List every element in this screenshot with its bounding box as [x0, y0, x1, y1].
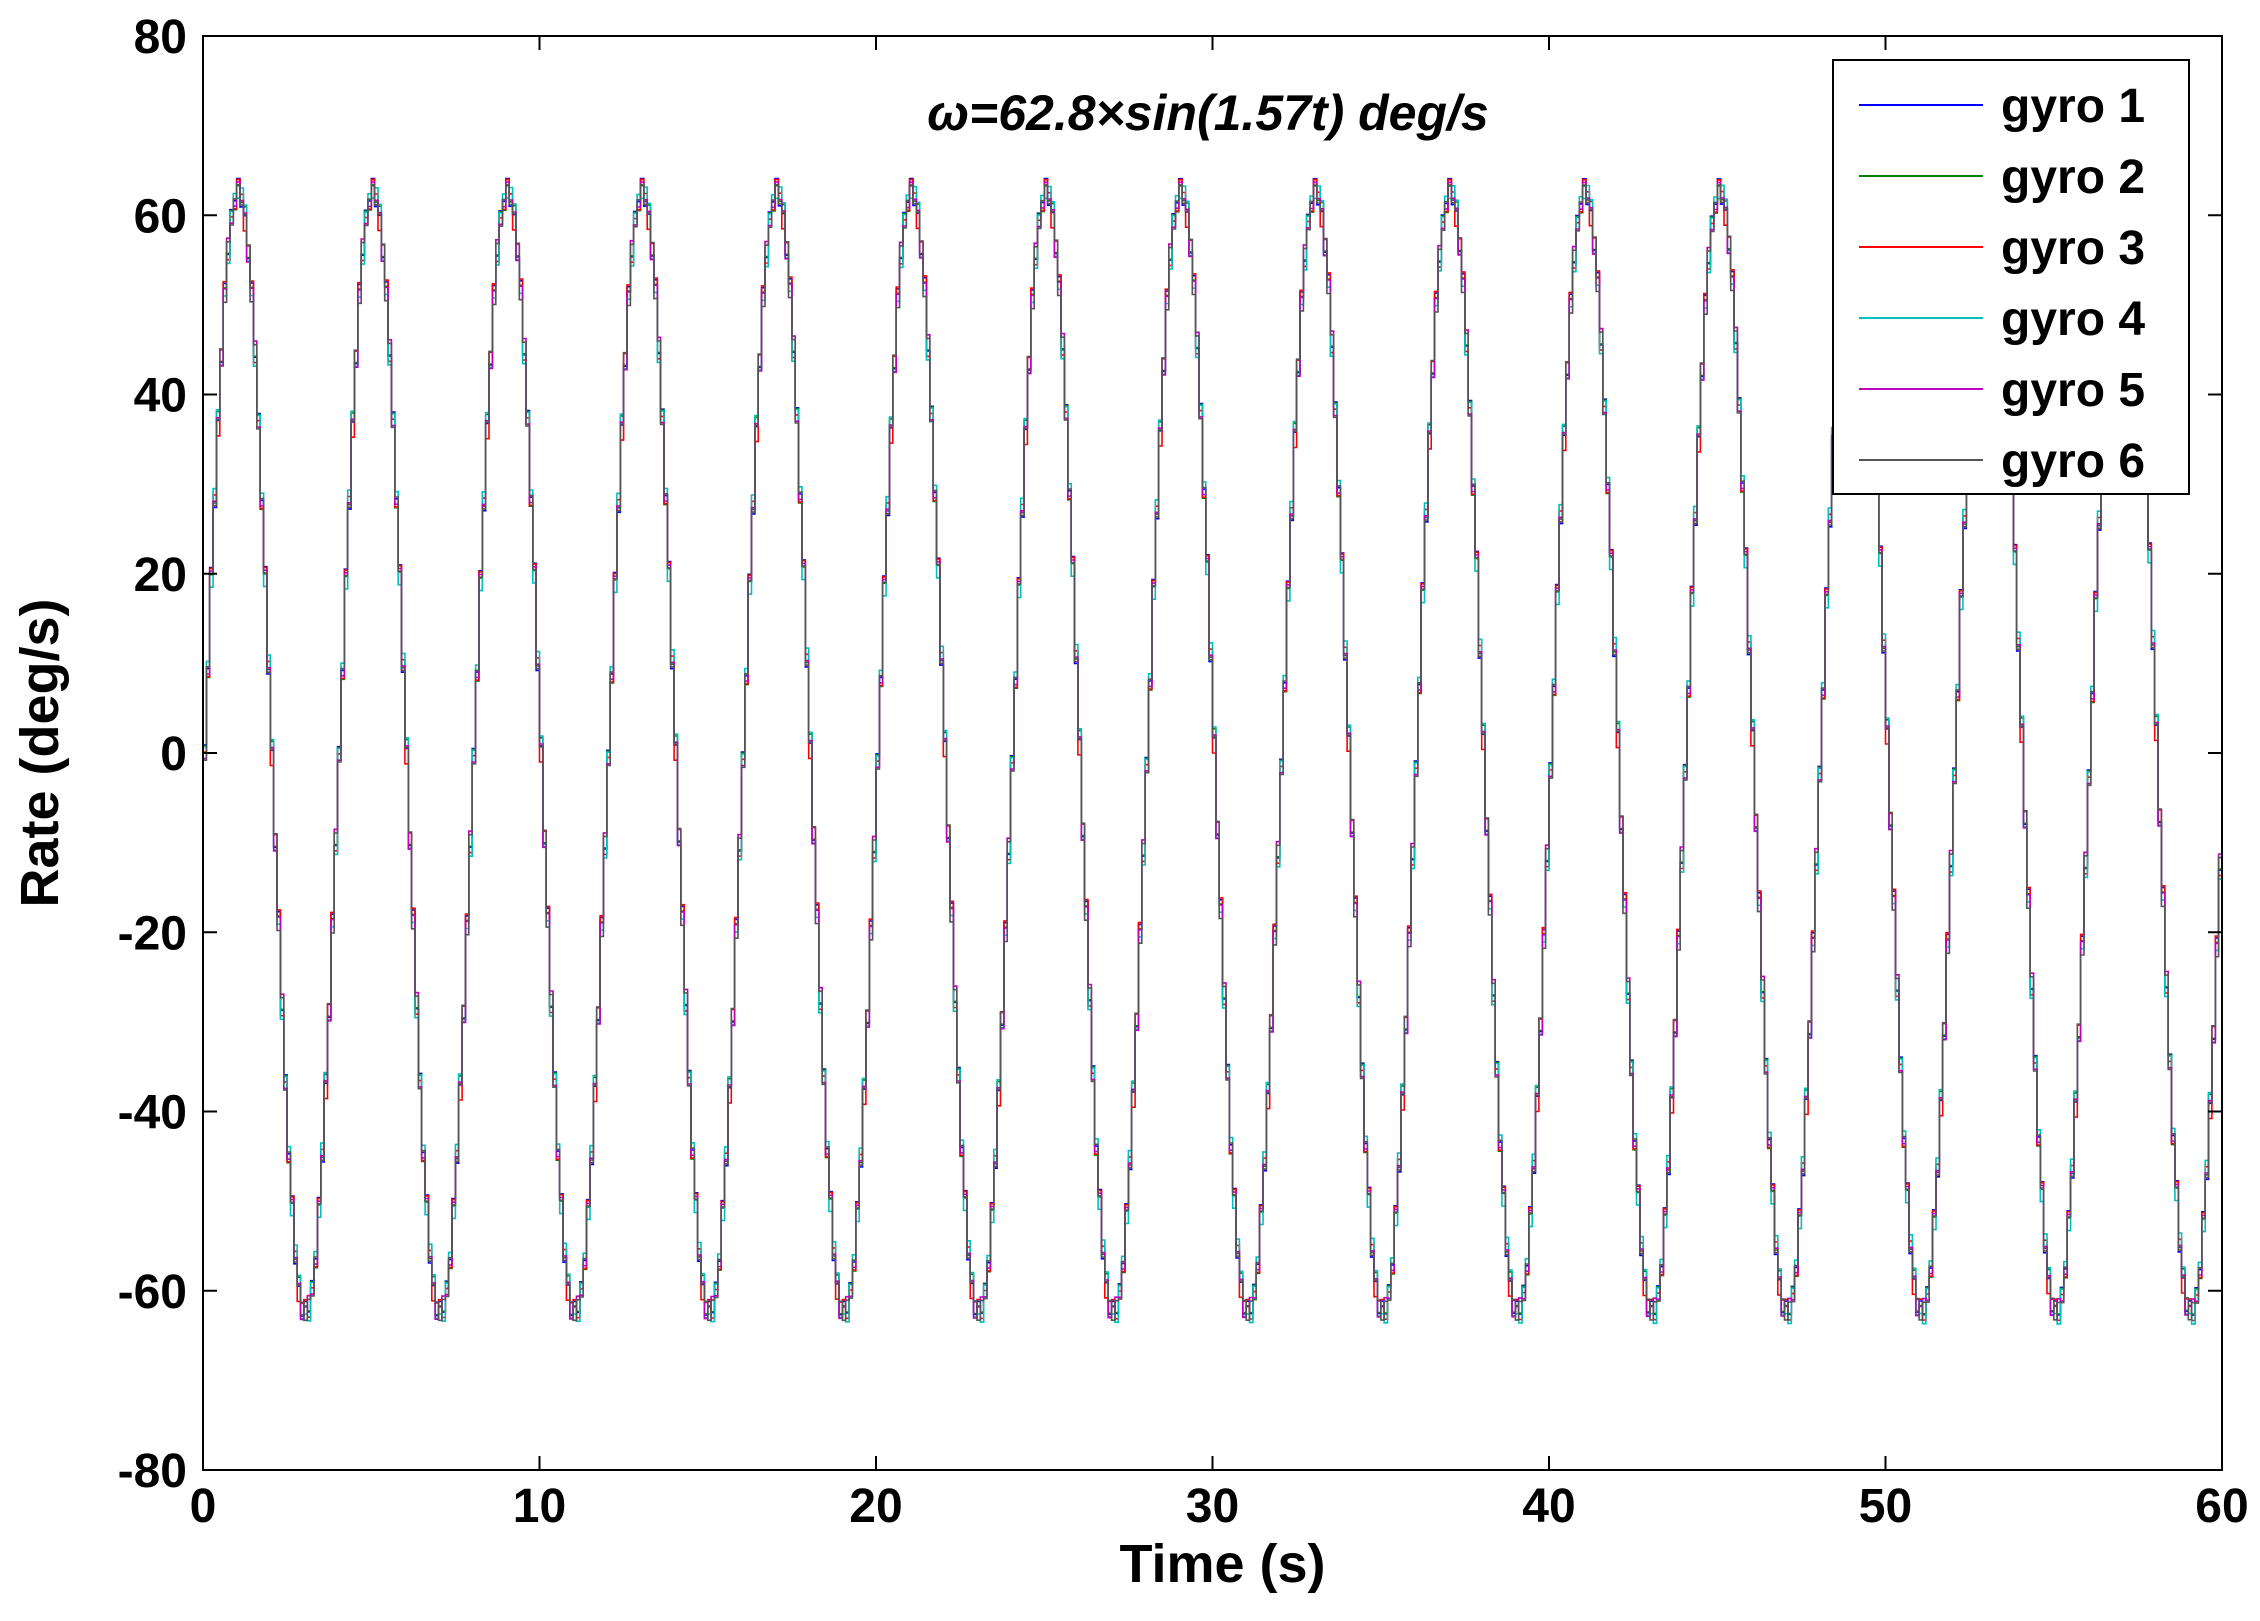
formula-text: =62.8×sin(1.57t) deg/s [969, 85, 1489, 141]
legend-label-gyro-2: gyro 2 [2001, 151, 2145, 204]
ticks-layer: 0 10 20 30 40 50 60 -80 -60 -40 -20 0 20 40 60 80 [118, 11, 2249, 1533]
y-tick-label: -20 [118, 907, 187, 960]
series-layer [203, 177, 2223, 1325]
y-tick-label: 0 [160, 728, 187, 781]
y-tick-label: 60 [134, 190, 187, 243]
series-line-gyro-6 [203, 184, 2223, 1322]
legend-label-gyro-4: gyro 4 [2001, 293, 2145, 346]
x-tick-label: 50 [1859, 1480, 1912, 1533]
legend-label-gyro-5: gyro 5 [2001, 364, 2145, 417]
y-tick-label: 80 [134, 11, 187, 64]
y-tick-label: -80 [118, 1445, 187, 1498]
y-tick-label: 20 [134, 549, 187, 602]
legend-label-gyro-1: gyro 1 [2001, 80, 2145, 133]
x-tick-label: 60 [2195, 1480, 2248, 1533]
y-tick-label: 40 [134, 370, 187, 423]
formula-annotation: ω=62.8×sin(1.57t) deg/s [927, 85, 1488, 141]
legend: gyro 1 gyro 2 gyro 3 gyro 4 gyro 5 gyro 6 [1832, 59, 2190, 495]
legend-label-gyro-6: gyro 6 [2001, 435, 2145, 488]
x-tick-label: 30 [1186, 1480, 1239, 1533]
x-tick-label: 10 [513, 1480, 566, 1533]
x-tick-label: 20 [849, 1480, 902, 1533]
omega-symbol: ω [927, 85, 969, 141]
y-tick-label: -40 [118, 1087, 187, 1140]
x-tick-label: 0 [190, 1480, 217, 1533]
legend-box [1832, 59, 2190, 495]
x-axis-title: Time (s) [1119, 1534, 1325, 1594]
legend-label-gyro-3: gyro 3 [2001, 222, 2145, 275]
x-tick-label: 40 [1522, 1480, 1575, 1533]
y-tick-label: -60 [118, 1266, 187, 1319]
y-axis-title: Rate (deg/s) [10, 598, 70, 907]
